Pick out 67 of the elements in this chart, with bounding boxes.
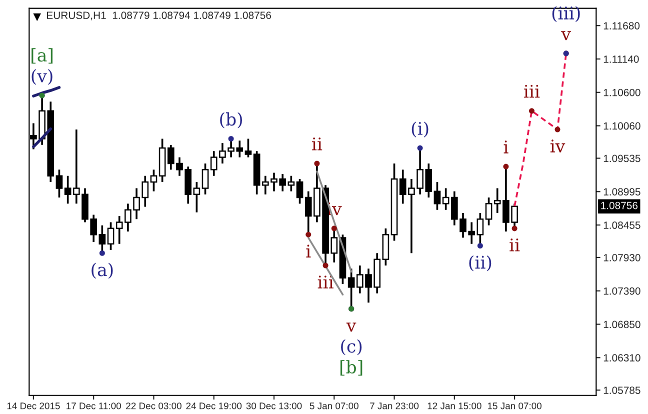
x-tick-label: 5 Jan 07:00	[310, 402, 358, 410]
point	[417, 145, 423, 151]
candlestick	[288, 174, 295, 192]
chart-title: EURUSD,H1 1.08779 1.08794 1.08749 1.08756	[47, 12, 271, 20]
data-label: iv	[550, 140, 566, 152]
y-tick-label: 1.10060	[604, 122, 640, 130]
line-series	[32, 86, 61, 98]
data-label: (ii)	[469, 255, 492, 272]
annotation: 1.08756	[601, 202, 638, 210]
candlestick	[150, 168, 158, 192]
candlestick	[202, 162, 209, 196]
x-tick-label: 14 Dec 2015	[7, 402, 60, 410]
data-label: (i)	[412, 122, 428, 138]
data-label: [a]	[32, 48, 52, 64]
point	[331, 226, 337, 232]
data-label: i	[306, 244, 311, 258]
candlestick	[193, 181, 200, 214]
data-label: v	[346, 322, 356, 332]
candlestick	[434, 181, 441, 211]
y-tick-label: 1.11140	[604, 55, 639, 63]
candlestick	[296, 178, 304, 205]
y-tick-label: 1.05785	[604, 386, 640, 394]
point	[314, 160, 320, 166]
candlestick	[442, 187, 450, 211]
line-series	[316, 170, 352, 273]
x-tick-label: 7 Jan 23:00	[370, 402, 419, 410]
data-label: iii	[318, 276, 334, 288]
point	[228, 136, 234, 142]
data-label: ii	[312, 137, 322, 150]
x-tick-label: 30 Dec 13:00	[246, 402, 302, 410]
x-tick-label: 15 Jan 07:00	[488, 402, 542, 410]
candlestick	[56, 168, 63, 198]
data-label: (c)	[341, 339, 362, 356]
y-tick-label: 1.06850	[604, 320, 640, 328]
point	[306, 232, 312, 238]
point	[512, 226, 518, 232]
candlestick	[64, 174, 72, 205]
data-label: i	[504, 140, 508, 154]
data-label: iii	[524, 84, 540, 98]
data-label: (v)	[32, 69, 52, 85]
data-label: v	[561, 31, 571, 40]
point	[477, 242, 483, 249]
y-tick-label: 1.07390	[604, 287, 640, 295]
point	[322, 262, 328, 268]
data-label: (iii)	[552, 6, 580, 22]
point	[99, 250, 105, 256]
y-tick-label: 1.09535	[604, 154, 640, 162]
y-tick-label: 1.08995	[604, 188, 640, 196]
y-tick-label: 1.08455	[604, 222, 640, 229]
point	[528, 108, 535, 114]
y-tick-label: 1.07930	[604, 254, 640, 262]
candlestick	[244, 138, 252, 158]
x-tick-label: 22 Dec 03:00	[126, 402, 182, 410]
candlestick	[107, 221, 114, 251]
point	[503, 164, 509, 170]
candlestick	[485, 196, 492, 226]
data-label: (b)	[220, 112, 242, 128]
point	[554, 126, 560, 132]
data-label: ii	[510, 238, 520, 252]
x-tick-label: 17 Dec 11:00	[66, 402, 121, 410]
x-tick-label: 12 Jan 15:00	[428, 402, 482, 410]
y-tick-label: 1.10600	[604, 88, 640, 96]
x-tick-label: 24 Dec 19:00	[186, 402, 242, 410]
y-tick-label: 1.11680	[604, 22, 640, 30]
data-label: [b]	[340, 360, 362, 376]
y-tick-label: 1.06310	[604, 354, 640, 362]
data-label: (a)	[92, 262, 113, 279]
